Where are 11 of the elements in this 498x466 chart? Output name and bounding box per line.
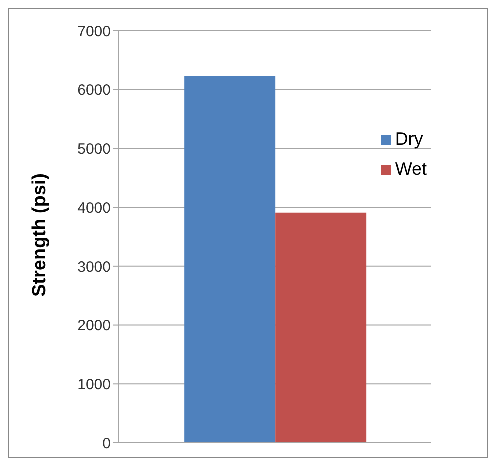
y-tick-label: 2000 [78,318,111,335]
y-tick-label: 0 [102,435,111,452]
y-tick-label: 1000 [78,376,111,394]
y-tick-label: 7000 [78,23,111,40]
y-axis-title: Strength (psi) [30,174,51,297]
y-tick-label: 6000 [78,82,111,100]
y-tick-label: 3000 [78,258,111,276]
legend-label: Dry [395,129,424,149]
legend-label: Wet [395,159,427,179]
y-tick-label: 5000 [78,141,111,158]
y-tick-label: 4000 [78,200,111,217]
